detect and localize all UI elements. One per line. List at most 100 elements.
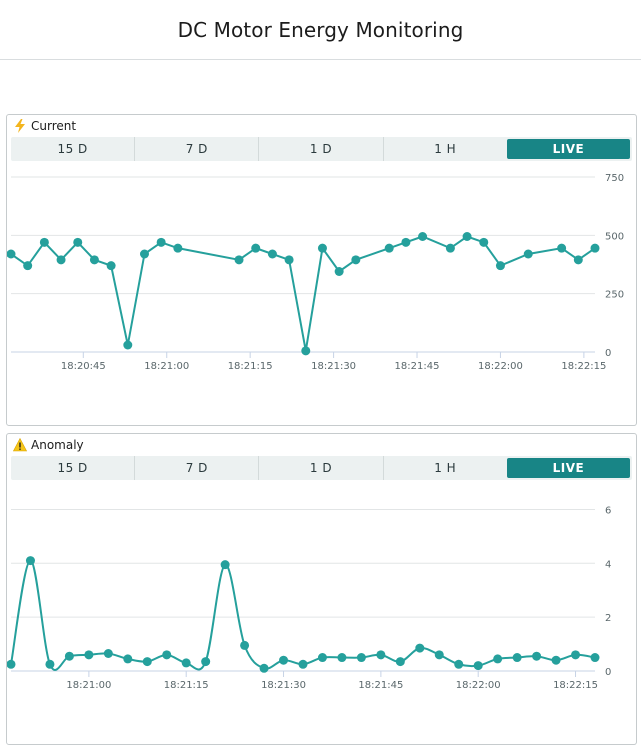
current-data-point[interactable] (106, 261, 116, 271)
anomaly-data-point[interactable] (201, 657, 211, 667)
current-data-point[interactable] (7, 249, 16, 259)
current-data-point[interactable] (73, 237, 83, 247)
anomaly-data-point[interactable] (434, 650, 444, 660)
current-y-tick-label: 750 (605, 173, 624, 184)
anomaly-data-point[interactable] (551, 655, 561, 665)
current-data-point[interactable] (39, 237, 49, 247)
anomaly-data-point[interactable] (356, 653, 366, 663)
anomaly-data-point[interactable] (571, 650, 581, 660)
current-data-point[interactable] (462, 232, 472, 241)
anomaly-data-point[interactable] (395, 657, 405, 667)
current-data-point[interactable] (56, 255, 66, 265)
anomaly-data-point[interactable] (590, 653, 600, 663)
anomaly-widget-label: Anomaly (31, 438, 84, 452)
current-data-point[interactable] (123, 340, 133, 350)
anomaly-y-tick-label: 0 (605, 667, 611, 678)
anomaly-x-tick-label: 18:22:15 (553, 680, 598, 691)
current-data-point[interactable] (251, 243, 261, 253)
anomaly-range-1d-button[interactable]: 1 D (259, 456, 384, 480)
anomaly-data-point[interactable] (123, 654, 133, 664)
anomaly-data-point[interactable] (7, 659, 16, 669)
current-data-point[interactable] (495, 261, 505, 271)
anomaly-data-point[interactable] (337, 653, 347, 663)
anomaly-data-point[interactable] (103, 649, 113, 658)
current-data-point[interactable] (156, 237, 166, 247)
anomaly-data-point[interactable] (142, 657, 152, 667)
anomaly-data-point[interactable] (454, 659, 464, 669)
anomaly-range-15d-button[interactable]: 15 D (11, 456, 136, 480)
current-data-point[interactable] (479, 237, 489, 247)
current-x-tick-label: 18:20:45 (61, 361, 106, 372)
anomaly-y-tick-label: 4 (605, 559, 611, 570)
current-data-point[interactable] (573, 255, 583, 265)
anomaly-data-point[interactable] (317, 653, 327, 663)
current-range-15d-button[interactable]: 15 D (11, 137, 136, 161)
anomaly-data-point[interactable] (162, 650, 172, 660)
anomaly-data-point[interactable] (532, 651, 542, 661)
anomaly-data-point[interactable] (376, 650, 386, 660)
anomaly-x-tick-label: 18:21:30 (261, 680, 306, 691)
current-data-point[interactable] (173, 243, 183, 253)
current-x-tick-label: 18:22:15 (561, 361, 606, 372)
anomaly-x-tick-label: 18:21:00 (66, 680, 111, 691)
anomaly-data-point[interactable] (25, 556, 35, 566)
anomaly-widget: Anomaly 15 D 7 D 1 D 1 H LIVE 0 2 4 6 18:21:… (6, 433, 637, 745)
current-data-point[interactable] (523, 249, 533, 259)
current-data-point[interactable] (418, 232, 428, 241)
anomaly-range-1h-button[interactable]: 1 H (434, 461, 457, 475)
anomaly-widget-title: Anomaly (13, 438, 84, 452)
anomaly-data-point[interactable] (45, 659, 55, 669)
current-x-tick-label: 18:22:00 (478, 361, 523, 372)
anomaly-y-tick-label: 6 (605, 505, 611, 516)
current-range-7d-button[interactable]: 7 D (135, 137, 260, 161)
current-data-point[interactable] (301, 346, 311, 356)
current-data-point[interactable] (401, 237, 411, 247)
current-widget-label: Current (31, 119, 77, 133)
current-data-point[interactable] (351, 255, 361, 265)
current-y-tick-label: 0 (605, 348, 611, 359)
anomaly-data-point[interactable] (279, 655, 289, 665)
anomaly-data-point[interactable] (220, 560, 230, 570)
page-header: DC Motor Energy Monitoring (0, 0, 641, 60)
current-data-point[interactable] (284, 255, 294, 265)
anomaly-data-point[interactable] (473, 661, 483, 671)
current-data-point[interactable] (234, 255, 244, 265)
anomaly-range-live-button[interactable]: LIVE (506, 458, 631, 478)
anomaly-data-point[interactable] (512, 653, 522, 663)
anomaly-data-point[interactable] (84, 650, 94, 660)
current-chart: 0 250 500 750 18:20:45 18:21:00 18:21:15 18:21:… (7, 173, 624, 372)
current-range-1h-button[interactable]: 1 H (434, 142, 457, 156)
anomaly-y-tick-label: 2 (605, 613, 611, 624)
anomaly-data-point[interactable] (493, 654, 503, 664)
current-data-point[interactable] (317, 243, 327, 253)
anomaly-data-point[interactable] (240, 640, 250, 650)
current-data-point[interactable] (384, 243, 394, 253)
current-data-point[interactable] (590, 243, 600, 253)
anomaly-range-7d-button[interactable]: 7 D (135, 456, 260, 480)
anomaly-data-point[interactable] (298, 659, 308, 669)
current-y-tick-label: 500 (605, 231, 624, 242)
anomaly-data-point[interactable] (259, 663, 269, 673)
current-x-tick-label: 18:21:15 (228, 361, 273, 372)
current-range-selector: 15 D 7 D 1 D 1 H LIVE (11, 137, 632, 161)
current-data-point[interactable] (445, 243, 455, 253)
anomaly-series-line (10, 559, 596, 671)
current-data-point[interactable] (334, 267, 344, 276)
current-x-tick-label: 18:21:00 (144, 361, 189, 372)
current-data-point[interactable] (23, 261, 33, 271)
anomaly-chart: 0 2 4 6 18:21:00 18:21:15 18:21:30 18:21:45 18:2… (7, 505, 611, 691)
anomaly-data-point[interactable] (415, 643, 425, 653)
current-data-point[interactable] (139, 249, 149, 259)
current-range-live-button[interactable]: LIVE (506, 139, 631, 159)
anomaly-data-point[interactable] (64, 651, 74, 661)
current-data-point[interactable] (89, 255, 99, 265)
current-widget: Current 15 D 7 D 1 D 1 H LIVE 0 250 500 750… (6, 114, 637, 426)
current-data-point[interactable] (557, 243, 567, 253)
anomaly-data-point[interactable] (181, 658, 191, 668)
current-y-tick-label: 250 (605, 290, 624, 301)
current-x-tick-label: 18:21:30 (311, 361, 356, 372)
anomaly-x-tick-label: 18:22:00 (456, 680, 501, 691)
current-x-tick-label: 18:21:45 (395, 361, 440, 372)
current-range-1d-button[interactable]: 1 D (259, 137, 384, 161)
current-data-point[interactable] (267, 249, 277, 259)
